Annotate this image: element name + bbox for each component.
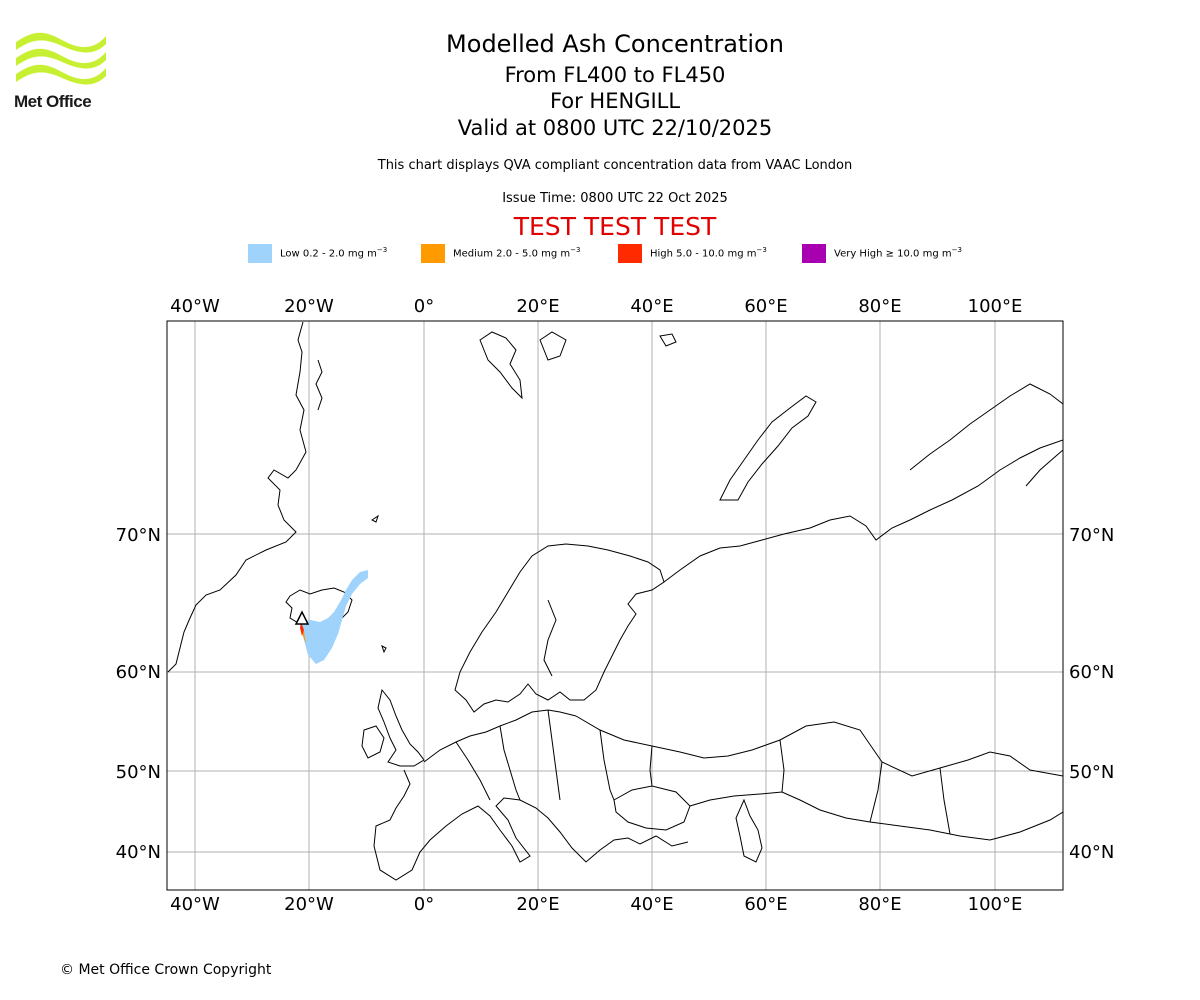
coastlines — [167, 321, 1063, 881]
lon-label-bottom: 20°E — [516, 894, 559, 915]
legend-label-low: Low 0.2 - 2.0 mg m−3 — [280, 246, 388, 260]
lon-label-bottom: 100°E — [968, 894, 1023, 915]
lat-label-left: 60°N — [116, 662, 161, 683]
lon-label-top: 100°E — [968, 296, 1023, 317]
valid-time: Valid at 0800 UTC 22/10/2025 — [457, 116, 773, 140]
lon-label-top: 40°W — [170, 296, 220, 317]
lon-label-top: 60°E — [744, 296, 787, 317]
flight-level-range: From FL400 to FL450 — [504, 63, 726, 87]
legend-swatch-medium — [421, 244, 445, 263]
logo-text: Met Office — [14, 92, 92, 111]
lon-label-bottom: 40°W — [170, 894, 220, 915]
lon-label-bottom: 0° — [414, 894, 434, 915]
lon-label-top: 0° — [414, 296, 434, 317]
lon-label-top: 20°E — [516, 296, 559, 317]
lat-label-right: 60°N — [1069, 662, 1114, 683]
lat-label-right: 50°N — [1069, 762, 1114, 783]
lat-label-left: 50°N — [116, 762, 161, 783]
lon-label-bottom: 20°W — [284, 894, 334, 915]
lon-label-top: 80°E — [858, 296, 901, 317]
lon-label-bottom: 60°E — [744, 894, 787, 915]
ash-plume-high — [300, 622, 304, 636]
issue-time: Issue Time: 0800 UTC 22 Oct 2025 — [502, 191, 728, 206]
copyright-notice: © Met Office Crown Copyright — [60, 962, 272, 978]
legend-swatch-low — [248, 244, 272, 263]
lat-label-right: 40°N — [1069, 842, 1114, 863]
lon-label-top: 40°E — [630, 296, 673, 317]
legend-swatch-high — [618, 244, 642, 263]
ash-plume-low — [300, 570, 368, 664]
lon-label-bottom: 40°E — [630, 894, 673, 915]
test-banner: TEST TEST TEST — [513, 212, 717, 241]
lat-label-left: 40°N — [116, 842, 161, 863]
volcano-icon — [294, 610, 310, 625]
volcano-name: For HENGILL — [549, 89, 681, 113]
chart-title: Modelled Ash Concentration — [446, 30, 784, 58]
legend-label-high: High 5.0 - 10.0 mg m−3 — [650, 246, 767, 260]
lon-label-top: 20°W — [284, 296, 334, 317]
lat-label-left: 70°N — [116, 525, 161, 546]
map-gridlines — [167, 321, 1063, 890]
legend-label-medium: Medium 2.0 - 5.0 mg m−3 — [453, 246, 581, 260]
met-office-logo-icon — [16, 32, 106, 85]
chart-subtitle: This chart displays QVA compliant concen… — [377, 158, 853, 173]
legend-label-very-high: Very High ≥ 10.0 mg m−3 — [834, 246, 962, 260]
legend-swatch-very-high — [802, 244, 826, 263]
lat-label-right: 70°N — [1069, 525, 1114, 546]
map-frame — [166, 320, 1064, 891]
lon-label-bottom: 80°E — [858, 894, 901, 915]
